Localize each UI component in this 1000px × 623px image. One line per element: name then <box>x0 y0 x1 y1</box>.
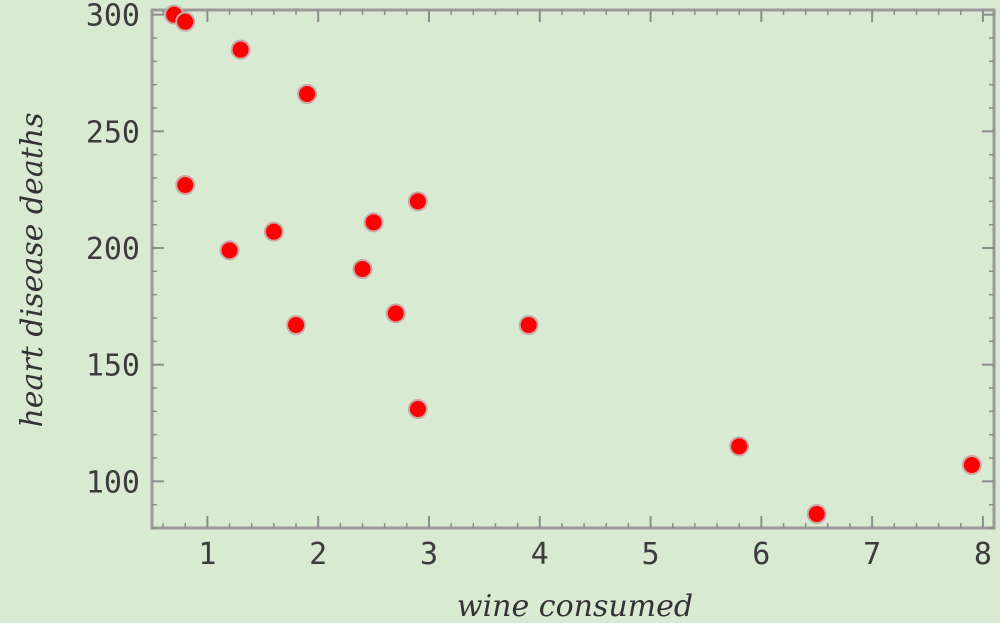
x-tick-label: 5 <box>642 537 660 572</box>
y-tick-label: 300 <box>86 0 140 34</box>
y-tick-label: 200 <box>86 232 140 267</box>
x-tick-label: 4 <box>531 537 549 572</box>
x-tick-label: 7 <box>863 537 881 572</box>
data-point <box>297 84 318 104</box>
y-tick-label: 100 <box>86 465 140 500</box>
axis-ticks <box>152 10 994 529</box>
x-tick-label: 6 <box>752 537 770 572</box>
y-tick-label: 250 <box>86 115 140 150</box>
x-tick-label: 8 <box>974 537 992 572</box>
data-point <box>385 303 406 324</box>
data-point <box>263 221 284 242</box>
y-axis-title: heart disease deaths <box>15 112 50 427</box>
data-point <box>230 39 251 60</box>
data-point <box>352 259 373 279</box>
y-tick-label: 150 <box>86 349 140 384</box>
data-point <box>175 11 196 32</box>
tick-labels: 1 2 3 4 5 6 7 8 100 150 200 250 300 <box>86 0 992 572</box>
data-point <box>363 212 384 233</box>
data-point <box>961 455 982 475</box>
data-point <box>729 436 750 457</box>
x-axis-title: wine consumed <box>457 589 693 623</box>
data-point <box>518 315 539 335</box>
data-point <box>806 504 827 524</box>
x-tick-label: 3 <box>420 537 438 572</box>
data-point <box>286 315 307 335</box>
data-point <box>407 191 428 212</box>
data-point <box>175 175 196 195</box>
x-tick-label: 1 <box>198 537 216 572</box>
data-point <box>219 240 240 261</box>
data-points <box>164 4 982 524</box>
x-tick-label: 2 <box>309 537 327 572</box>
data-point <box>407 399 428 419</box>
plot-frame <box>150 8 996 530</box>
